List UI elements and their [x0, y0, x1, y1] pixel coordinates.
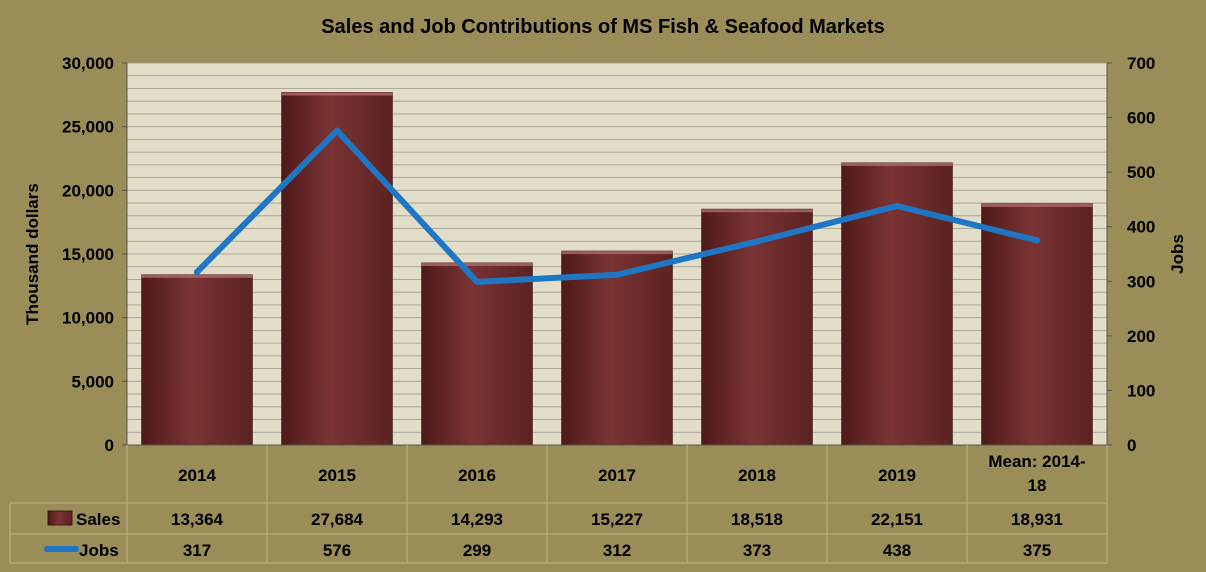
table-cell-sales: 27,684 [311, 510, 364, 529]
sales-bar-mean-2014-18[interactable] [981, 203, 1093, 446]
bar-highlight [981, 203, 1093, 207]
y-tick-label: 15,000 [62, 245, 114, 264]
bar-highlight [421, 263, 533, 267]
table-cell-sales: 15,227 [591, 510, 643, 529]
y2-tick-label: 100 [1127, 381, 1155, 400]
y2-tick-label: 400 [1127, 218, 1155, 237]
bar-highlight [281, 92, 393, 96]
table-cell-sales: 18,518 [731, 510, 783, 529]
table-cell-jobs: 438 [883, 541, 911, 560]
chart-title: Sales and Job Contributions of MS Fish &… [321, 16, 884, 38]
table-cell-sales: 22,151 [871, 510, 923, 529]
x-tick-label: 18 [1028, 476, 1047, 495]
jobs-point[interactable] [474, 278, 480, 285]
jobs-point[interactable] [1034, 237, 1040, 244]
sales-bar-2018[interactable] [701, 208, 813, 446]
x-tick-label: 2017 [598, 466, 636, 485]
jobs-point[interactable] [894, 202, 900, 209]
legend-key-sales [47, 510, 73, 526]
bar-highlight [701, 209, 813, 213]
y2-tick-label: 500 [1127, 163, 1155, 182]
x-tick-label: 2016 [458, 466, 496, 485]
table-cell-jobs: 373 [743, 541, 771, 560]
y2-tick-label: 300 [1127, 272, 1155, 291]
table-cell-sales: 14,293 [451, 510, 503, 529]
table-cell-jobs: 299 [463, 541, 491, 560]
jobs-point[interactable] [754, 238, 760, 245]
sales-bar-2016[interactable] [421, 262, 533, 446]
y2-tick-label: 700 [1127, 54, 1155, 73]
y-tick-label: 20,000 [62, 181, 114, 200]
table-cell-sales: 13,364 [171, 510, 224, 529]
bar-highlight [141, 274, 253, 278]
y2-tick-label: 600 [1127, 109, 1155, 128]
y-axis-title: Thousand dollars [23, 183, 42, 325]
bar-highlight [841, 162, 953, 166]
x-tick-label: 2019 [878, 466, 916, 485]
y-tick-label: 10,000 [62, 309, 114, 328]
y2-tick-label: 0 [1127, 436, 1136, 455]
sales-bar-2014[interactable] [141, 274, 253, 446]
y-tick-label: 0 [105, 436, 114, 455]
table-cell-jobs: 312 [603, 541, 631, 560]
y-tick-label: 25,000 [62, 118, 114, 137]
x-tick-label: 2015 [318, 466, 356, 485]
table-cell-jobs: 576 [323, 541, 351, 560]
jobs-point[interactable] [334, 127, 340, 134]
x-tick-label: Mean: 2014- [988, 452, 1085, 471]
table-cell-jobs: 375 [1023, 541, 1051, 560]
sales-bar-2017[interactable] [561, 250, 673, 446]
legend-label-sales: Sales [76, 510, 120, 529]
y-tick-label: 5,000 [71, 372, 114, 391]
bar-highlight [561, 251, 673, 255]
x-tick-label: 2018 [738, 466, 776, 485]
table-cell-sales: 18,931 [1011, 510, 1063, 529]
sales-bar-2019[interactable] [841, 162, 953, 446]
table-cell-jobs: 317 [183, 541, 211, 560]
y2-tick-label: 200 [1127, 327, 1155, 346]
jobs-point[interactable] [194, 269, 200, 276]
y2-axis-title: Jobs [1168, 234, 1187, 274]
sales-bar-2015[interactable] [281, 92, 393, 446]
jobs-point[interactable] [614, 271, 620, 278]
x-tick-label: 2014 [178, 466, 216, 485]
legend-label-jobs: Jobs [79, 541, 119, 560]
y-tick-label: 30,000 [62, 54, 114, 73]
